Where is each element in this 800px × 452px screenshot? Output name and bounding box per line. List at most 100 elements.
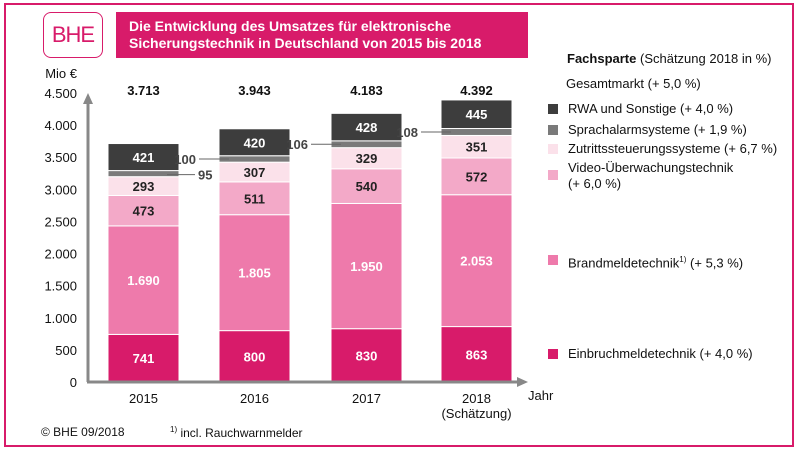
- x-tick-label-2016: 2016: [240, 391, 269, 406]
- legend-label-brand-footnote: 1): [679, 255, 687, 264]
- y-tick-label-3500: 3.500: [44, 150, 77, 165]
- bar-sprachalarm-2016: [218, 155, 291, 163]
- bar-label-brand-2018: 2.053: [460, 254, 493, 269]
- legend-swatch-sprachalarm: [548, 125, 558, 135]
- bar-rwa-2017: [330, 112, 403, 142]
- legend-swatch-zutritt: [548, 144, 558, 154]
- y-tick-label-1500: 1.500: [44, 279, 77, 294]
- bar-label-rwa-2017: 428: [356, 120, 378, 135]
- legend-label-sprachalarm: Sprachalarmsysteme (+ 1,9 %): [568, 122, 747, 137]
- bar-video-2016: [218, 181, 291, 216]
- total-label-2016: 3.943: [238, 83, 271, 98]
- y-tick-label-500: 500: [55, 343, 77, 358]
- legend-swatch-rwa: [548, 104, 558, 114]
- legend-label-video: Video-Überwachungstechnik (+ 6,0 %): [568, 160, 733, 192]
- total-label-2015: 3.713: [127, 83, 160, 98]
- bar-label-video-2016: 511: [244, 191, 265, 206]
- bar-label-video-2017: 540: [356, 179, 378, 194]
- bar-label-brand-2015: 1.690: [127, 273, 160, 288]
- footnote: 1) incl. Rauchwarnmelder: [170, 425, 303, 440]
- bar-label-zutritt-2018: 351: [466, 140, 488, 155]
- bar-label-rwa-2018: 445: [466, 107, 488, 122]
- legend-label-brand: Brandmeldetechnik1) (+ 5,3 %): [568, 252, 743, 271]
- x-tick-label-2015: 2015: [129, 391, 158, 406]
- x-axis-title: Jahr: [528, 388, 554, 403]
- bar-label-rwa-2016: 420: [244, 135, 266, 150]
- legend-swatch-video: [548, 170, 558, 180]
- footnote-text: incl. Rauchwarnmelder: [177, 426, 303, 440]
- bar-sprachalarm-2018: [440, 128, 513, 136]
- bar-label-video-2018: 572: [466, 169, 488, 184]
- legend-heading-rest: (Schätzung 2018 in %): [636, 51, 772, 66]
- legend-label-brand-text: Brandmeldetechnik: [568, 255, 680, 271]
- x-tick-label-2018: 2018: [462, 391, 491, 406]
- bar-label-rwa-2015: 421: [133, 150, 155, 165]
- bar-video-2017: [330, 168, 403, 204]
- bar-label-zutritt-2017: 329: [356, 151, 378, 166]
- y-tick-label-0: 0: [70, 375, 77, 390]
- legend-label-rwa: RWA und Sonstige (+ 4,0 %): [568, 101, 734, 116]
- bar-rwa-2015: [107, 143, 180, 172]
- y-tick-label-2500: 2.500: [44, 214, 77, 229]
- bar-brand-2018: [440, 194, 513, 328]
- title-line-2: Sicherungstechnik in Deutschland von 201…: [129, 35, 482, 51]
- y-tick-label-1000: 1.000: [44, 311, 77, 326]
- legend-item-einbruch: Einbruchmeldetechnik (+ 4,0 %): [548, 346, 753, 362]
- legend-swatch-brand: [548, 255, 558, 265]
- chart-frame: [4, 3, 794, 447]
- y-axis-title: Mio €: [45, 66, 78, 81]
- bar-label-video-2015: 473: [133, 204, 155, 219]
- bar-label-einbruch-2016: 800: [244, 349, 266, 364]
- legend-label-brand-suffix: (+ 5,3 %): [686, 255, 744, 271]
- callout-label-sprachalarm-2018: 108: [396, 125, 418, 140]
- x-tick-sublabel-2018: (Schätzung): [441, 406, 511, 421]
- callout-label-sprachalarm-2016: 100: [174, 152, 196, 167]
- total-label-2017: 4.183: [350, 83, 383, 98]
- bar-einbruch-2015: [107, 333, 180, 383]
- y-tick-label-2000: 2.000: [44, 247, 77, 262]
- bar-label-zutritt-2015: 293: [133, 179, 155, 194]
- legend-label-einbruch: Einbruchmeldetechnik (+ 4,0 %): [568, 346, 753, 361]
- bar-sprachalarm-2015: [107, 170, 180, 178]
- bar-brand-2015: [107, 225, 180, 335]
- legend-heading: Fachsparte (Schätzung 2018 in %): [567, 51, 772, 66]
- bar-label-brand-2017: 1.950: [350, 259, 383, 274]
- x-tick-label-2017: 2017: [352, 391, 381, 406]
- bar-label-einbruch-2017: 830: [356, 348, 378, 363]
- bhe-logo: BHE: [43, 12, 103, 58]
- legend-label-zutritt: Zutrittssteuerungssysteme (+ 6,7 %): [568, 141, 778, 156]
- x-axis-arrow-icon: [517, 377, 528, 387]
- logo-text: BHE: [51, 22, 95, 47]
- chart-title: Die Entwicklung des Umsatzes für elektro…: [116, 12, 528, 58]
- callout-label-sprachalarm-2017: 106: [286, 137, 308, 152]
- total-label-2018: 4.392: [460, 83, 493, 98]
- bar-brand-2017: [330, 202, 403, 330]
- bar-video-2018: [440, 157, 513, 196]
- title-line-1: Die Entwicklung des Umsatzes für elektro…: [129, 18, 452, 34]
- legend-swatch-einbruch: [548, 349, 558, 359]
- legend-total: Gesamtmarkt (+ 5,0 %): [566, 76, 701, 91]
- y-tick-label-4500: 4.500: [44, 86, 77, 101]
- copyright-text: © BHE 09/2018: [41, 425, 125, 439]
- bar-rwa-2018: [440, 99, 513, 130]
- bar-label-zutritt-2016: 307: [244, 165, 266, 180]
- footnote-marker: 1): [170, 425, 178, 434]
- y-axis-arrow-icon: [83, 93, 93, 104]
- y-tick-label-4000: 4.000: [44, 118, 77, 133]
- legend-item-brand: Brandmeldetechnik1) (+ 5,3 %): [548, 252, 743, 271]
- y-tick-label-3000: 3.000: [44, 182, 77, 197]
- bar-label-einbruch-2018: 863: [466, 347, 488, 362]
- legend-item-sprachalarm: Sprachalarmsysteme (+ 1,9 %): [548, 122, 747, 138]
- bar-sprachalarm-2017: [330, 140, 403, 149]
- legend-item-zutritt: Zutrittssteuerungssysteme (+ 6,7 %): [548, 141, 777, 157]
- bar-brand-2016: [218, 214, 291, 332]
- legend-label-video-line2: (+ 6,0 %): [568, 176, 622, 191]
- legend-heading-bold: Fachsparte: [567, 51, 637, 66]
- bar-label-einbruch-2015: 741: [133, 351, 155, 366]
- callout-label-sprachalarm-2015: 95: [198, 168, 212, 183]
- legend-label-video-line1: Video-Überwachungstechnik: [568, 160, 734, 175]
- legend-item-rwa: RWA und Sonstige (+ 4,0 %): [548, 101, 733, 117]
- legend-item-video: Video-Überwachungstechnik (+ 6,0 %): [548, 160, 733, 192]
- bar-rwa-2016: [218, 128, 291, 157]
